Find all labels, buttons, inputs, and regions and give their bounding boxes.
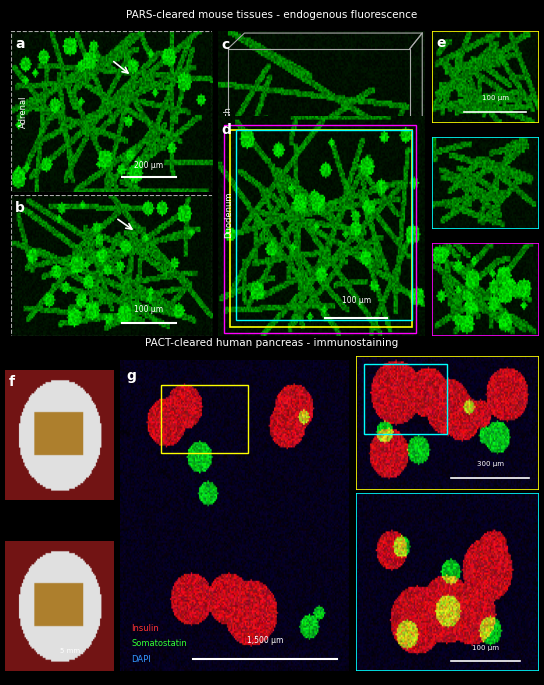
- Text: c: c: [222, 38, 230, 51]
- Text: PARS-cleared mouse tissues - endogenous fluorescence: PARS-cleared mouse tissues - endogenous …: [126, 10, 418, 21]
- Text: three tissue samp: three tissue samp: [42, 429, 82, 434]
- Text: Duodenum: Duodenum: [224, 192, 233, 238]
- Text: 500 μm: 500 μm: [331, 215, 360, 224]
- Text: y of liver tiss: y of liver tiss: [48, 389, 76, 393]
- Text: Stomach: Stomach: [224, 106, 233, 142]
- Text: 100 μm: 100 μm: [481, 95, 509, 101]
- Bar: [236, 129, 412, 321]
- Bar: [161, 384, 248, 453]
- Text: Insulin: Insulin: [131, 624, 159, 633]
- Text: b: b: [15, 201, 25, 215]
- Text: d: d: [222, 123, 232, 137]
- Text: a: a: [15, 37, 24, 51]
- Text: pancreas samp: pancreas samp: [46, 580, 78, 584]
- Text: stained tissue is: stained tissue is: [44, 449, 80, 453]
- Text: 300 μm: 300 μm: [477, 461, 504, 466]
- Text: 100 μm: 100 μm: [134, 305, 163, 314]
- Text: 100 μm: 100 μm: [472, 645, 499, 651]
- Text: ion of perfus: ion of perfus: [48, 641, 76, 645]
- Bar: [363, 364, 447, 434]
- Bar: [230, 129, 412, 327]
- Text: 200 μm: 200 μm: [134, 161, 163, 170]
- Text: ion of perfus: ion of perfus: [48, 470, 76, 474]
- Text: y of liver tiss: y of liver tiss: [48, 560, 76, 564]
- Text: f: f: [9, 375, 15, 389]
- Text: 100 μm: 100 μm: [342, 296, 370, 305]
- Text: e: e: [437, 36, 446, 51]
- Text: PACT-cleared human pancreas - immunostaining: PACT-cleared human pancreas - immunostai…: [145, 338, 399, 347]
- Circle shape: [9, 374, 111, 496]
- Text: DAPI: DAPI: [131, 655, 151, 664]
- Text: 5 mm: 5 mm: [60, 648, 79, 654]
- Text: pancreas samp: pancreas samp: [46, 409, 78, 413]
- Text: stained tissue is: stained tissue is: [44, 621, 80, 625]
- Text: Somatostatin: Somatostatin: [131, 639, 187, 649]
- Text: three tissue samp: three tissue samp: [42, 601, 82, 605]
- Circle shape: [9, 545, 111, 667]
- Text: Adrenal: Adrenal: [19, 95, 28, 127]
- Text: 1,500 μm: 1,500 μm: [246, 636, 283, 645]
- Text: g: g: [127, 369, 137, 383]
